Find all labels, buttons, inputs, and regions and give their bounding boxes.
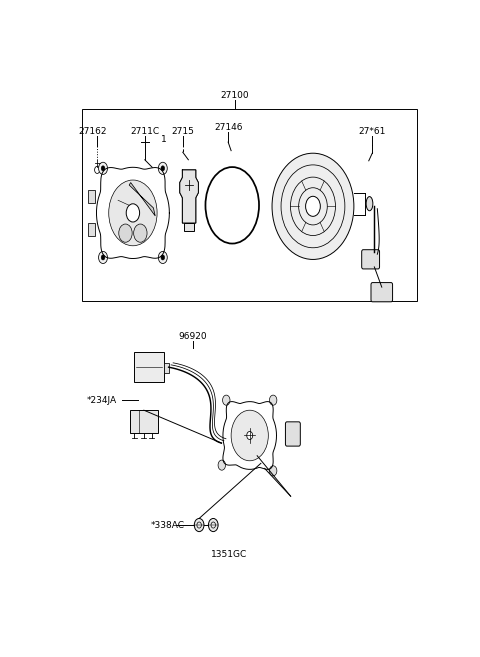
Text: 1351GC: 1351GC [211,550,247,559]
Text: 2711C: 2711C [130,127,159,136]
Circle shape [247,432,252,440]
Text: 27146: 27146 [214,123,242,132]
FancyBboxPatch shape [286,422,300,446]
Circle shape [218,460,226,470]
Ellipse shape [272,153,354,260]
Bar [134,352,164,382]
Circle shape [101,166,105,171]
Text: 1: 1 [160,135,166,144]
FancyBboxPatch shape [88,190,95,203]
Text: 27162: 27162 [79,127,107,136]
Circle shape [194,518,204,532]
FancyBboxPatch shape [371,283,393,302]
Circle shape [133,224,147,242]
Bar [164,363,168,373]
Text: 27*61: 27*61 [359,127,386,136]
Circle shape [119,224,132,242]
Circle shape [158,252,167,263]
Text: 96920: 96920 [179,332,207,341]
Text: 27100: 27100 [220,91,249,100]
Text: *338AC: *338AC [151,520,185,530]
Bar [130,410,158,433]
Text: *234JA: *234JA [87,396,117,405]
Ellipse shape [366,196,373,211]
Circle shape [109,180,157,246]
Text: 2715: 2715 [171,127,194,136]
Circle shape [269,395,277,405]
Circle shape [101,255,105,260]
Circle shape [223,395,230,405]
Circle shape [208,518,218,532]
Circle shape [158,162,167,174]
Polygon shape [129,183,155,216]
Bar [184,223,194,231]
Circle shape [126,204,140,222]
Circle shape [306,196,320,216]
Circle shape [161,255,165,260]
Circle shape [98,162,108,174]
Polygon shape [180,170,198,223]
FancyBboxPatch shape [88,223,95,236]
Circle shape [161,166,165,171]
FancyBboxPatch shape [362,250,380,269]
Circle shape [269,466,277,476]
Circle shape [98,252,108,263]
Circle shape [231,410,268,461]
